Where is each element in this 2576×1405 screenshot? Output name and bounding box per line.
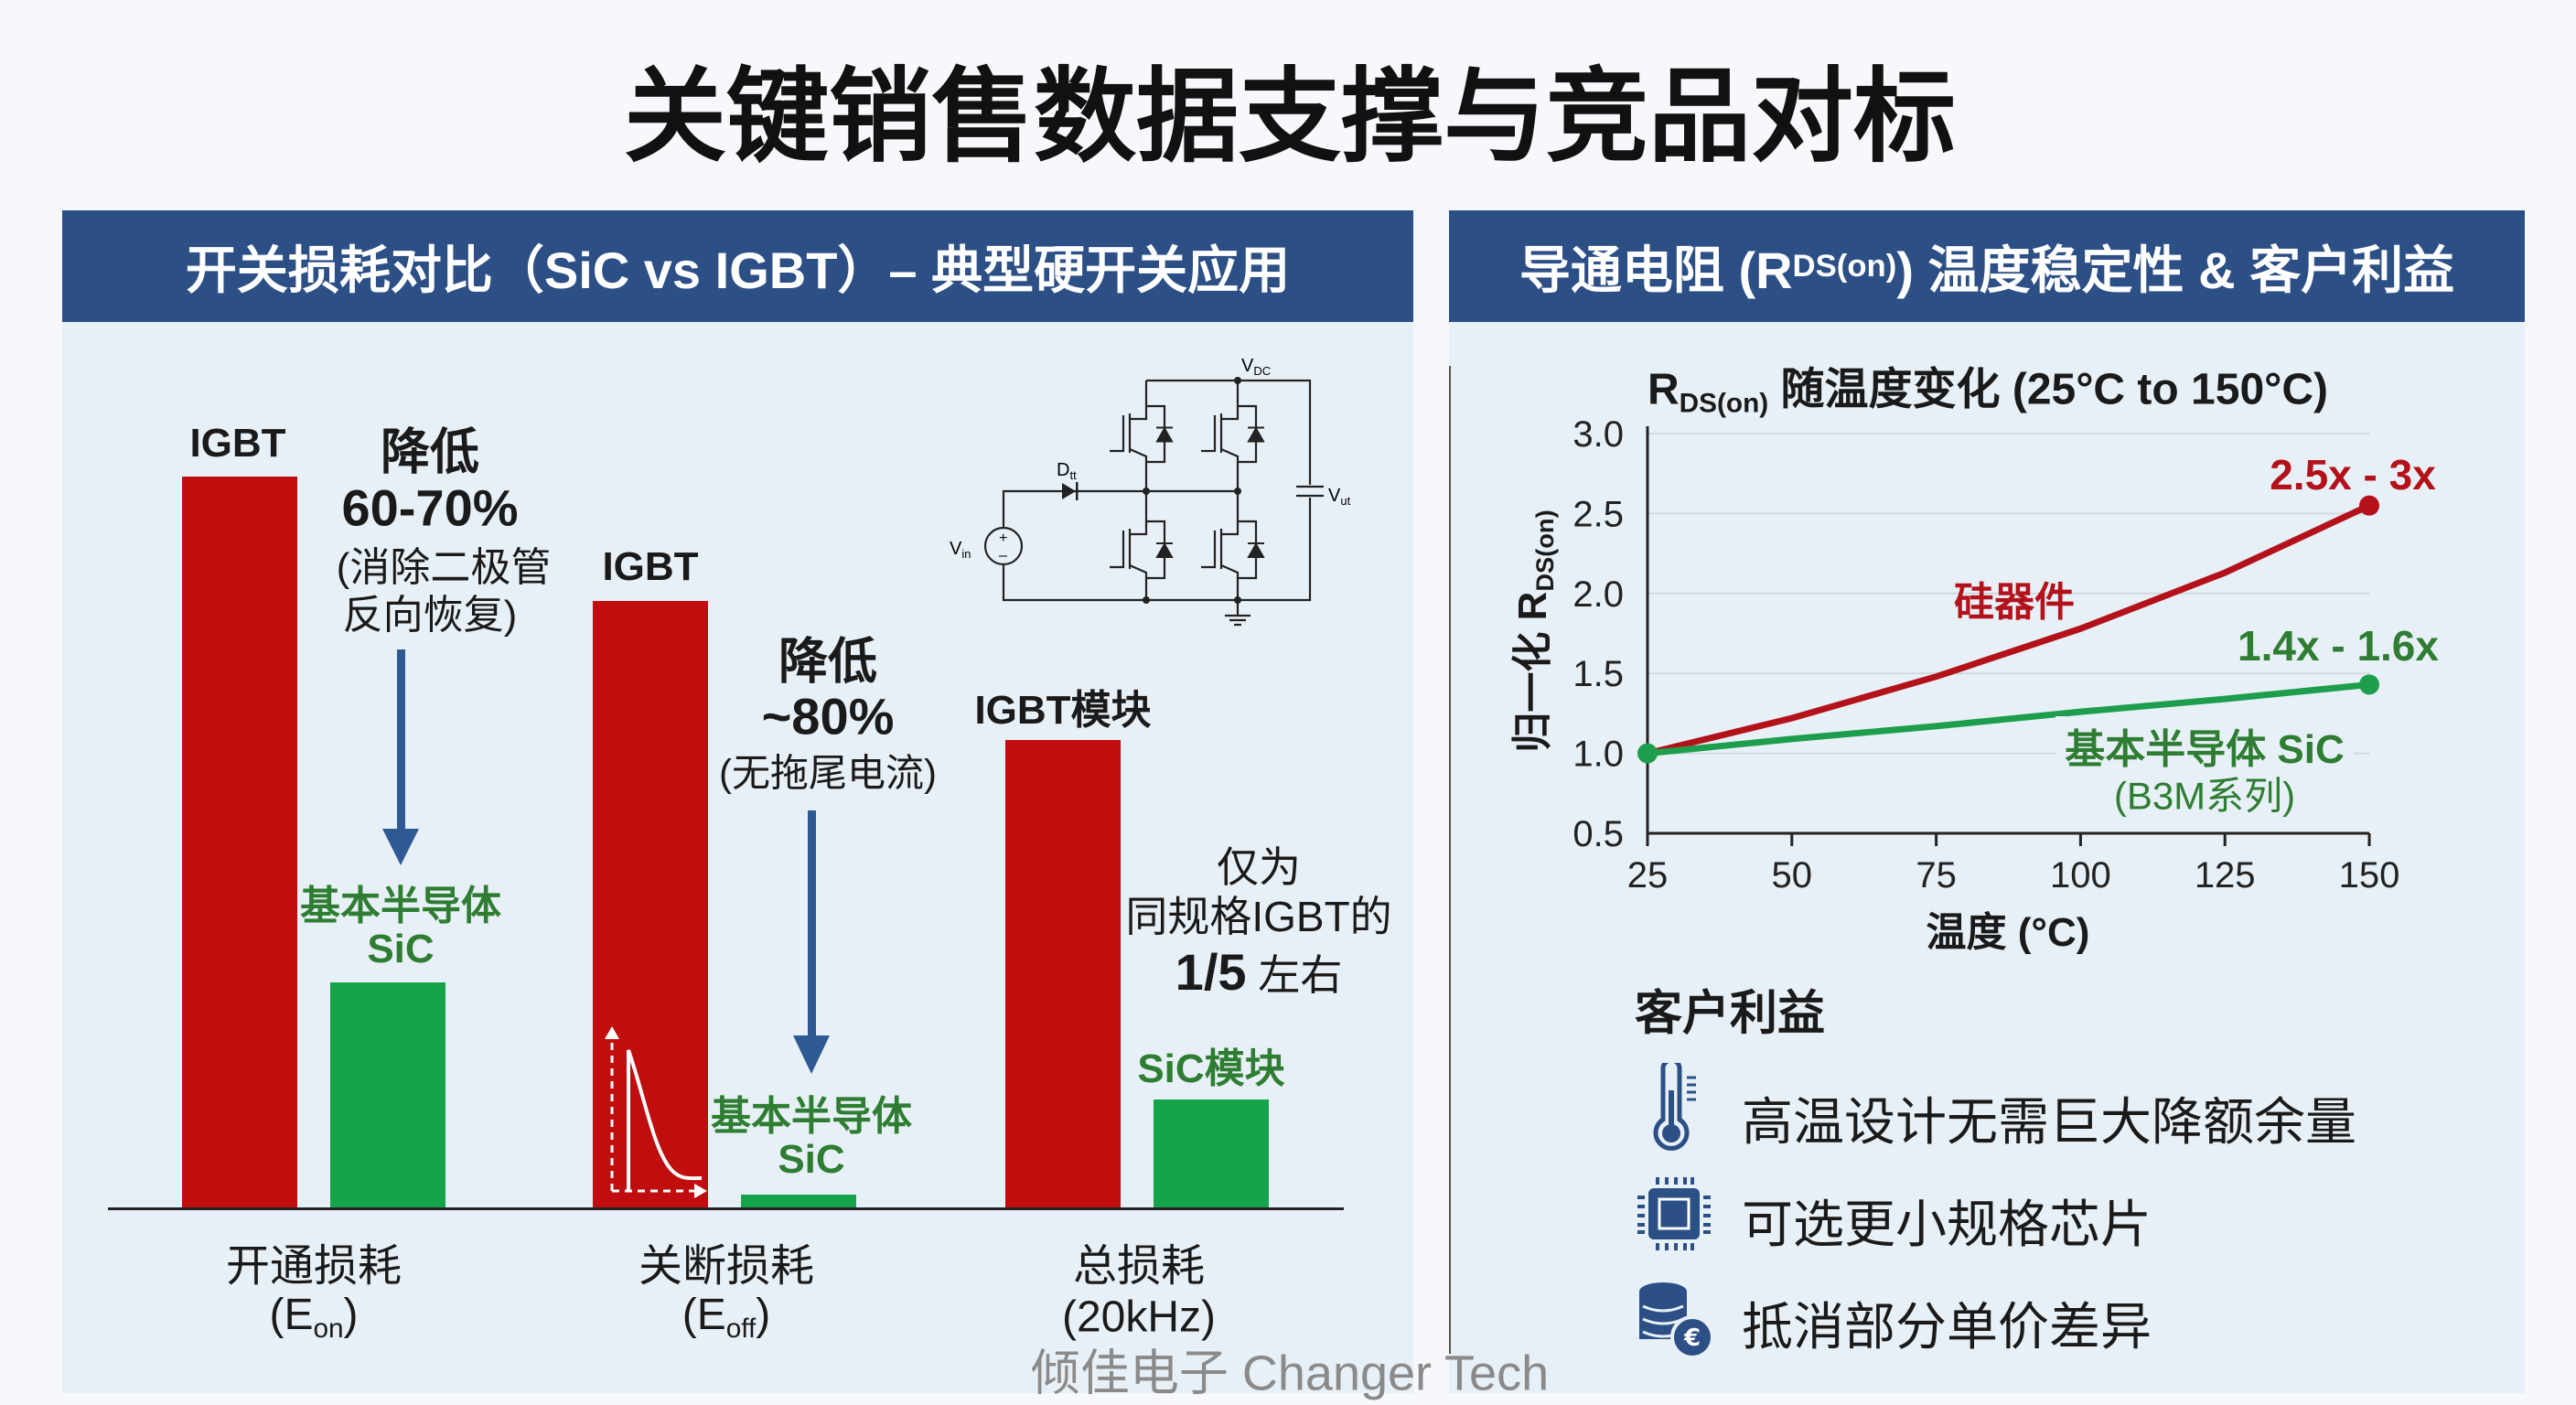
reduction-label-2: 降低 [778, 634, 877, 690]
y-tick-label: 1.0 [1572, 735, 1624, 775]
x-sublabel-end: ) [343, 1291, 359, 1340]
y-tick-label: 3.0 [1572, 414, 1624, 455]
h-bridge-circuit-diagram: + – VDC Dtt Vut Vin [950, 356, 1351, 627]
header-text: 导通电阻 (R [1519, 241, 1793, 299]
x-sublabel-sub: on [313, 1313, 344, 1344]
x-sublabel-2: (Eoff) [682, 1290, 771, 1345]
diode-symbol [1155, 542, 1174, 558]
diode-symbol [1155, 426, 1174, 443]
benefit-item: 高温设计无需巨大降额余量 [1742, 1093, 2356, 1151]
sic-label-1b: SiC [367, 927, 435, 971]
tail-current-waveform-icon [605, 1026, 707, 1198]
header-sub: DS(on) [1792, 248, 1897, 284]
chip-icon [1637, 1177, 1711, 1250]
sic-series-line [1647, 681, 2370, 757]
silicon-series-line [1647, 502, 2371, 757]
benefit-item: 抵消部分单价差异 [1742, 1298, 2152, 1356]
sic-module-label: SiC模块 [1137, 1046, 1285, 1091]
x-sublabel-1: (Eon) [269, 1290, 358, 1345]
ratio-suffix: 左右 [1246, 951, 1343, 999]
benefits-title: 客户利益 [1634, 987, 1826, 1041]
sic-series-label: 基本半导体 SiC [2055, 716, 2354, 775]
x-tick-label: 100 [2050, 855, 2111, 896]
panel-divider [1449, 366, 1451, 1354]
title-r: R [1648, 365, 1680, 414]
x-tick-label: 75 [1916, 855, 1957, 896]
x-tick-label: 50 [1772, 855, 1813, 896]
ratio-value: 1/5 [1175, 943, 1247, 1001]
sic-label-2b: SiC [778, 1137, 845, 1182]
page-title: 关键销售数据支撑与竞品对标 [624, 59, 1956, 174]
x-tick-label: 125 [2195, 855, 2256, 896]
vut-label: Vut [1328, 486, 1351, 508]
sic-bar [741, 1194, 856, 1209]
igbt-bar [1005, 740, 1121, 1209]
vdc-label: VDC [1241, 356, 1271, 378]
series-end-point [2359, 674, 2379, 695]
ratio-note-2: 同规格IGBT的 [1125, 893, 1392, 940]
down-arrow-icon [382, 649, 419, 865]
reduction-note-2: (无拖尾电流) [719, 751, 937, 795]
chart-baseline [108, 1207, 1344, 1210]
silicon-end-label: 2.5x - 3x [2270, 451, 2436, 499]
series-start-point [1637, 743, 1658, 764]
reduction-note-1b: 反向恢复) [342, 593, 518, 638]
minus-sign: – [999, 548, 1007, 563]
y-tick-label: 2.5 [1572, 494, 1624, 534]
dtt-label: Dtt [1057, 460, 1077, 482]
series-end-point [2359, 495, 2379, 516]
x-axis-label: 温度 (°C) [1926, 910, 2090, 955]
svg-text:€: € [1683, 1325, 1701, 1352]
reduction-value-1: 60-70% [341, 478, 519, 537]
thermometer-icon [1653, 1063, 1696, 1151]
benefit-item: 可选更小规格芯片 [1742, 1196, 2152, 1253]
sic-label-1a: 基本半导体 [300, 884, 501, 928]
igbt-label-1: IGBT [189, 421, 286, 466]
reduction-label-1: 降低 [381, 424, 479, 480]
silicon-series-label: 硅器件 [1954, 580, 2075, 625]
title-sub: DS(on) [1679, 388, 1769, 419]
x-sublabel-sub: off [725, 1313, 757, 1344]
x-tick-label: 25 [1627, 855, 1669, 896]
sic-label-2a: 基本半导体 [711, 1094, 912, 1139]
reduction-note-1a: (消除二极管 [336, 545, 552, 590]
y-tick-label: 0.5 [1572, 814, 1624, 854]
y-tick-label: 2.0 [1572, 574, 1624, 615]
title-rest: 随温度变化 (25°C to 150°C) [1768, 365, 2329, 414]
igbt-label-2: IGBT [602, 544, 699, 589]
down-arrow-icon [793, 810, 830, 1074]
plus-sign: + [999, 531, 1007, 546]
watermark: 倾佳电子 Changer Tech [1030, 1346, 1550, 1401]
sic-end-label: 1.4x - 1.6x [2238, 622, 2439, 670]
x-sublabel-text: (E [682, 1291, 726, 1340]
header-text-end: ) 温度稳定性 & 客户利益 [1896, 241, 2455, 299]
x-tick-label: 150 [2339, 855, 2400, 896]
x-label-2: 关断损耗 [638, 1242, 815, 1291]
ratio-note-3: 1/5 左右 [1175, 942, 1343, 1003]
switching-loss-header: 开关损耗对比（SiC vs IGBT）– 典型硬开关应用 [62, 210, 1413, 322]
x-sublabel-text: (E [269, 1291, 314, 1340]
vin-label: Vin [950, 539, 971, 561]
x-sublabel-3: (20kHz) [1061, 1292, 1217, 1342]
ratio-note-1: 仅为 [1217, 843, 1301, 891]
x-sublabel-end: ) [756, 1291, 771, 1340]
reduction-value-2: ~80% [761, 687, 895, 745]
y-tick-label: 1.5 [1572, 654, 1624, 694]
diode-symbol [1247, 426, 1265, 443]
coins-euro-icon: € [1639, 1282, 1714, 1359]
x-label-3: 总损耗 [1072, 1242, 1206, 1291]
sic-bar [330, 981, 445, 1209]
rdson-panel: 导通电阻 (R DS(on)) 温度稳定性 & 客户利益 [1449, 210, 2525, 1393]
line-chart-title: RDS(on) 随温度变化 (25°C to 150°C) [1648, 353, 2328, 420]
igbt-bar [182, 477, 297, 1209]
igbt-module-label: IGBT模块 [974, 688, 1152, 733]
rdson-header: 导通电阻 (R DS(on)) 温度稳定性 & 客户利益 [1449, 210, 2525, 322]
sic-bar [1154, 1099, 1269, 1209]
sic-series-sublabel: (B3M系列) [2113, 774, 2296, 818]
diode-symbol [1247, 542, 1265, 558]
x-label-1: 开通损耗 [225, 1242, 402, 1291]
